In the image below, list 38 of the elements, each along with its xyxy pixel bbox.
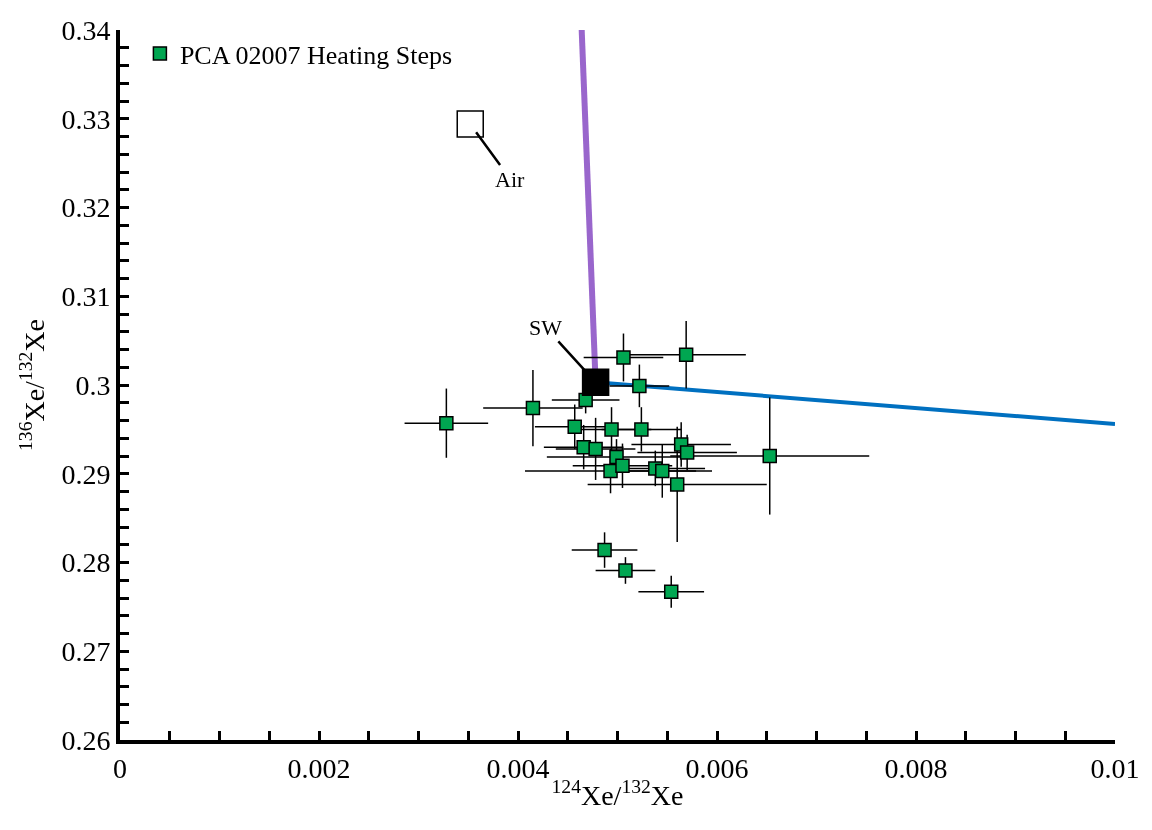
point	[663, 584, 679, 600]
point	[597, 542, 612, 558]
x-axis-title: $^{124}$Xe/$^{132}$Xe	[551, 776, 684, 812]
x-tick-label: 0.006	[685, 752, 749, 784]
x-tick-label: 0	[113, 752, 127, 784]
y-tick-label: 0.3	[75, 369, 111, 401]
y-tick-label: 0.31	[61, 281, 111, 313]
x-tick-label: 0.01	[1090, 752, 1140, 784]
y-tick-label: 0.33	[61, 103, 111, 135]
annotation: Air	[495, 167, 525, 192]
point	[634, 422, 649, 437]
x-tick-label: 0.008	[884, 752, 948, 784]
point	[604, 422, 619, 437]
point	[679, 445, 695, 460]
x-tick-label: 0.002	[287, 752, 351, 784]
y-tick-label: 0.32	[61, 192, 111, 224]
point	[678, 347, 694, 363]
y-tick-label: 0.27	[61, 636, 111, 668]
point	[615, 458, 630, 474]
point	[439, 415, 454, 431]
point	[456, 110, 484, 138]
point	[669, 477, 685, 492]
y-tick-label: 0.28	[61, 547, 111, 579]
point	[525, 400, 541, 416]
point	[655, 463, 670, 479]
point	[616, 350, 631, 365]
point	[618, 563, 633, 578]
y-tick-label: 0.29	[61, 458, 111, 490]
point	[567, 419, 582, 434]
point	[762, 448, 777, 464]
y-tick-label: 0.34	[61, 14, 111, 46]
x-tick-label: 0.004	[486, 752, 550, 784]
annotation: SW	[529, 315, 563, 340]
legend-label: PCA 02007 Heating Steps	[179, 40, 453, 70]
point	[581, 368, 610, 397]
point	[588, 441, 603, 457]
point	[632, 378, 647, 394]
y-tick-label: 0.26	[61, 724, 111, 756]
